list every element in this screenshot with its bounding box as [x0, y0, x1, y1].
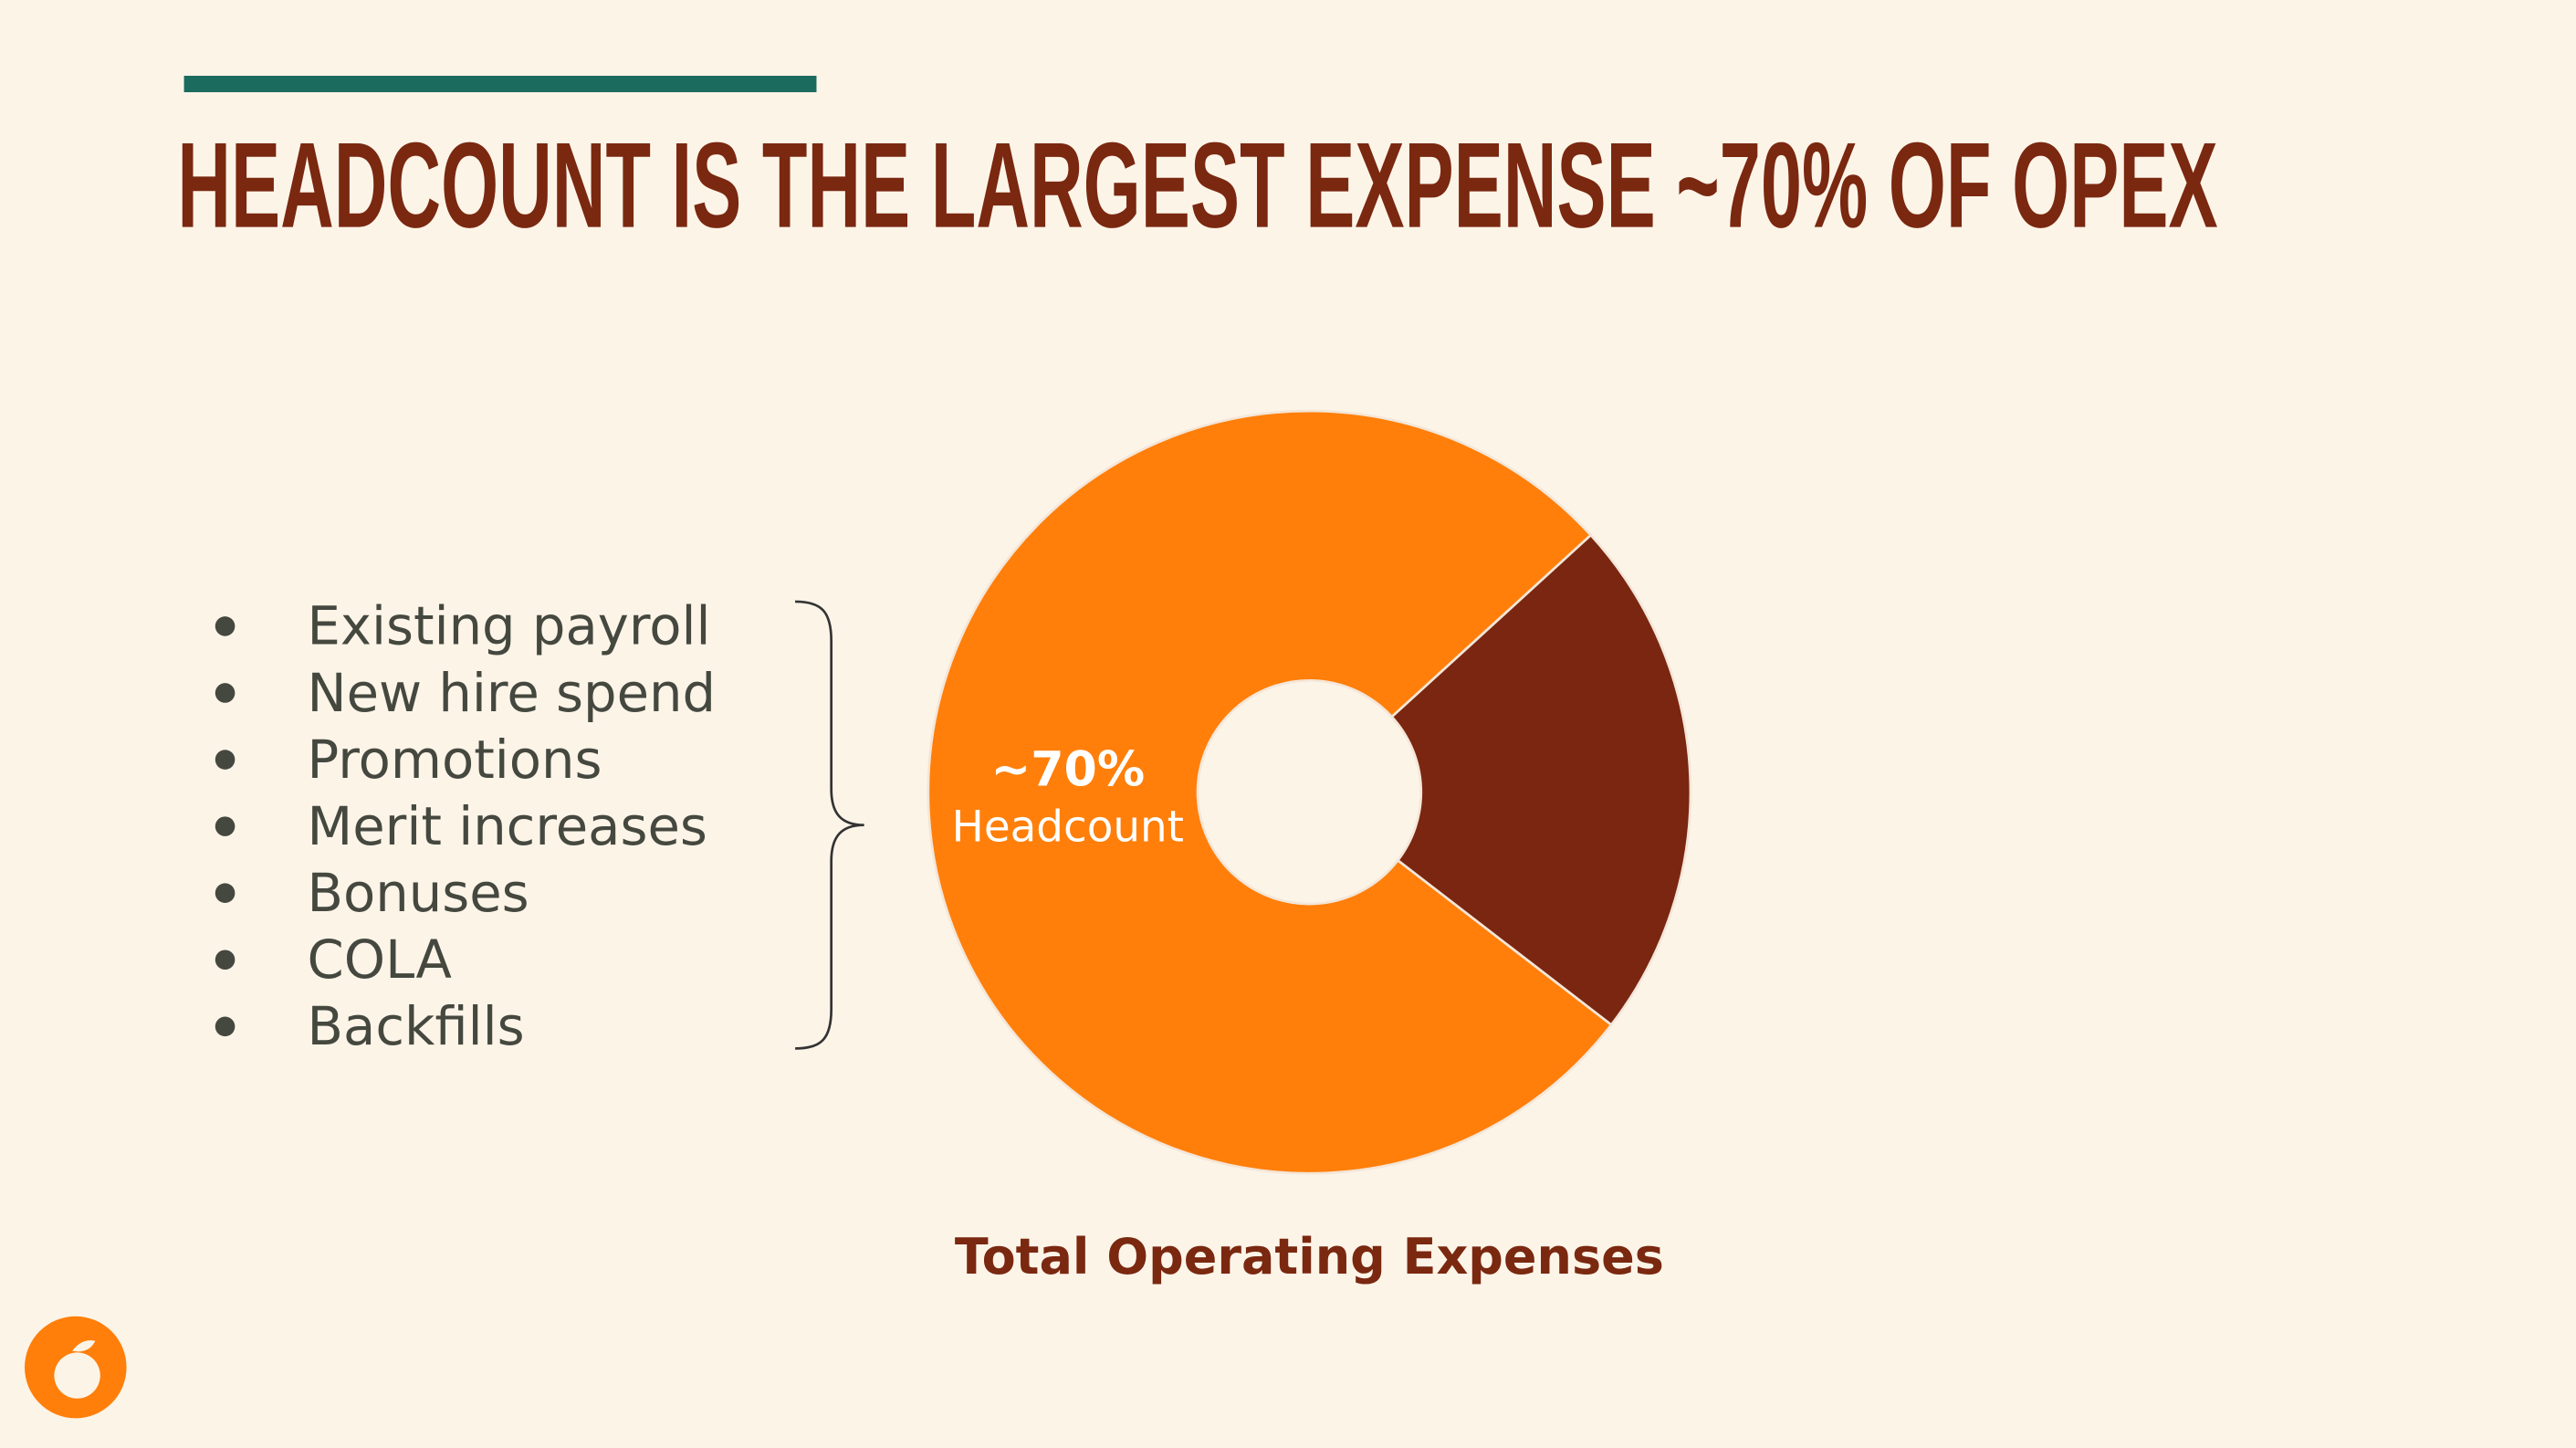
bullet-text: Existing payroll	[308, 596, 711, 657]
bullet-text: Merit increases	[308, 796, 707, 857]
bullet-dot	[215, 883, 236, 903]
donut-slice	[927, 409, 1614, 1175]
bullet-dot	[215, 683, 236, 703]
bullet-text: Promotions	[308, 729, 602, 791]
bullet-dot	[215, 750, 236, 770]
bullet-text: COLA	[308, 929, 452, 991]
logo	[24, 1316, 127, 1419]
bullet-dot	[215, 616, 236, 636]
bullet-text: Bonuses	[308, 863, 529, 924]
brace	[795, 600, 864, 1050]
bullet-dot	[215, 1016, 236, 1037]
slice-value-label: ~70%	[991, 742, 1146, 797]
donut-chart: ~70% Headcount Total Operating Expenses	[927, 409, 1692, 1285]
bullet-text: Backfills	[308, 996, 525, 1057]
bullet-dot	[215, 816, 236, 836]
bullet-dot	[215, 950, 236, 971]
accent-bar	[183, 76, 817, 92]
chart-title: Total Operating Expenses	[955, 1228, 1664, 1285]
donut-slice	[1389, 533, 1692, 1027]
slide-title: HEADCOUNT IS THE LARGEST EXPENSE ~70% OF…	[177, 118, 2217, 254]
slice-category-label: Headcount	[952, 803, 1184, 853]
bullet-text: New hire spend	[308, 663, 717, 724]
